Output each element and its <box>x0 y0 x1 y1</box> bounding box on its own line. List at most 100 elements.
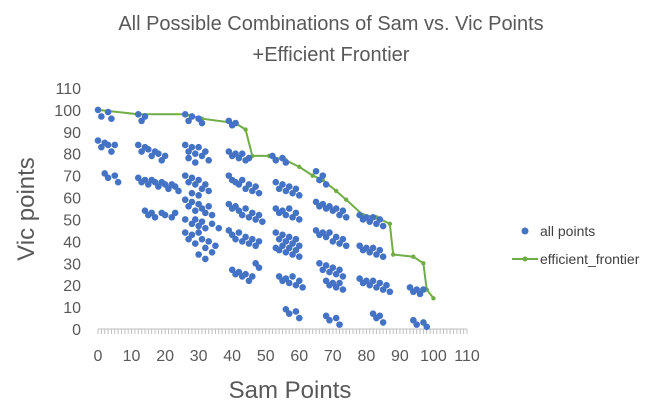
data-point <box>255 211 263 219</box>
data-point <box>249 273 256 280</box>
data-point <box>249 235 256 243</box>
frontier-point <box>421 261 426 266</box>
data-point <box>104 108 112 116</box>
data-point <box>188 174 196 182</box>
data-point <box>285 279 293 287</box>
data-point <box>312 167 320 175</box>
data-point <box>279 231 286 239</box>
data-point <box>379 222 387 230</box>
data-point <box>295 314 303 322</box>
data-point <box>232 119 239 127</box>
data-point <box>188 189 196 197</box>
frontier-point <box>431 296 436 301</box>
data-point <box>195 176 202 184</box>
data-point <box>332 233 340 241</box>
data-point <box>185 154 192 162</box>
data-point <box>191 207 199 214</box>
data-point <box>282 211 290 219</box>
legend-marker-all-points <box>521 227 529 235</box>
data-point <box>292 246 300 254</box>
y-tick-label: 0 <box>72 322 81 339</box>
data-point <box>161 152 169 160</box>
legend-label-all-points: all points <box>540 223 595 239</box>
data-point <box>423 323 431 331</box>
data-point <box>336 321 343 328</box>
x-tick-label: 110 <box>454 348 480 365</box>
data-point <box>369 213 377 221</box>
data-point <box>272 229 280 236</box>
data-point <box>232 235 239 243</box>
data-point <box>272 178 280 186</box>
x-tick-label: 90 <box>391 348 409 365</box>
data-point <box>202 148 209 155</box>
data-point <box>282 159 290 166</box>
data-point <box>181 141 189 149</box>
data-point <box>205 238 212 245</box>
data-point <box>202 244 209 252</box>
frontier-point <box>243 127 248 132</box>
data-point <box>94 137 102 144</box>
data-point <box>332 314 340 322</box>
data-point <box>208 249 216 256</box>
data-point <box>245 181 253 188</box>
data-point <box>292 209 300 217</box>
data-point <box>292 308 300 315</box>
data-point <box>369 244 377 252</box>
data-point <box>295 192 303 199</box>
data-point <box>181 229 189 236</box>
frontier-point <box>333 188 339 194</box>
data-point <box>134 110 142 118</box>
x-tick-label: 70 <box>324 348 342 365</box>
data-point <box>295 216 303 223</box>
data-point <box>285 244 293 252</box>
data-point <box>145 146 152 153</box>
data-point <box>195 222 202 230</box>
frontier-point <box>344 197 349 202</box>
data-point <box>285 233 293 241</box>
data-point <box>195 229 202 236</box>
data-point <box>181 110 189 118</box>
data-point <box>181 172 189 179</box>
data-point <box>322 181 330 188</box>
x-tick-label: 50 <box>257 348 275 365</box>
data-point <box>235 229 243 236</box>
data-point <box>259 218 266 225</box>
data-point <box>171 209 179 217</box>
data-point <box>175 187 182 195</box>
data-point <box>188 143 196 151</box>
data-point <box>342 213 350 221</box>
data-point <box>188 231 196 239</box>
data-point <box>255 238 263 245</box>
data-point <box>104 174 112 182</box>
data-point <box>134 141 142 149</box>
x-tick-label: 0 <box>94 348 103 365</box>
axes: 0 10 20 30 40 50 60 70 80 90 100 110 0 10 20 30 40 50 60 70… <box>54 81 480 365</box>
data-point <box>319 172 327 179</box>
data-point <box>114 178 122 186</box>
y-tick-label: 100 <box>54 103 81 120</box>
data-point <box>272 157 280 164</box>
data-point <box>336 266 343 274</box>
data-point <box>376 312 384 320</box>
data-point <box>238 176 246 184</box>
data-point <box>279 181 286 188</box>
data-point <box>198 235 206 243</box>
data-point <box>255 264 263 271</box>
y-tick-label: 80 <box>63 147 81 164</box>
data-point <box>188 220 196 228</box>
data-point <box>191 240 199 247</box>
data-point <box>202 255 209 263</box>
chart-subtitle: +Efficient Frontier <box>253 44 410 66</box>
data-point <box>155 150 162 158</box>
data-point <box>285 183 293 190</box>
data-point <box>181 196 189 204</box>
data-point <box>292 235 300 243</box>
data-point <box>161 211 169 219</box>
x-tick-label: 80 <box>357 348 375 365</box>
data-point <box>295 253 303 260</box>
data-point <box>329 264 337 271</box>
data-point <box>339 207 347 214</box>
y-tick-label: 60 <box>63 191 81 208</box>
data-point <box>98 113 105 120</box>
